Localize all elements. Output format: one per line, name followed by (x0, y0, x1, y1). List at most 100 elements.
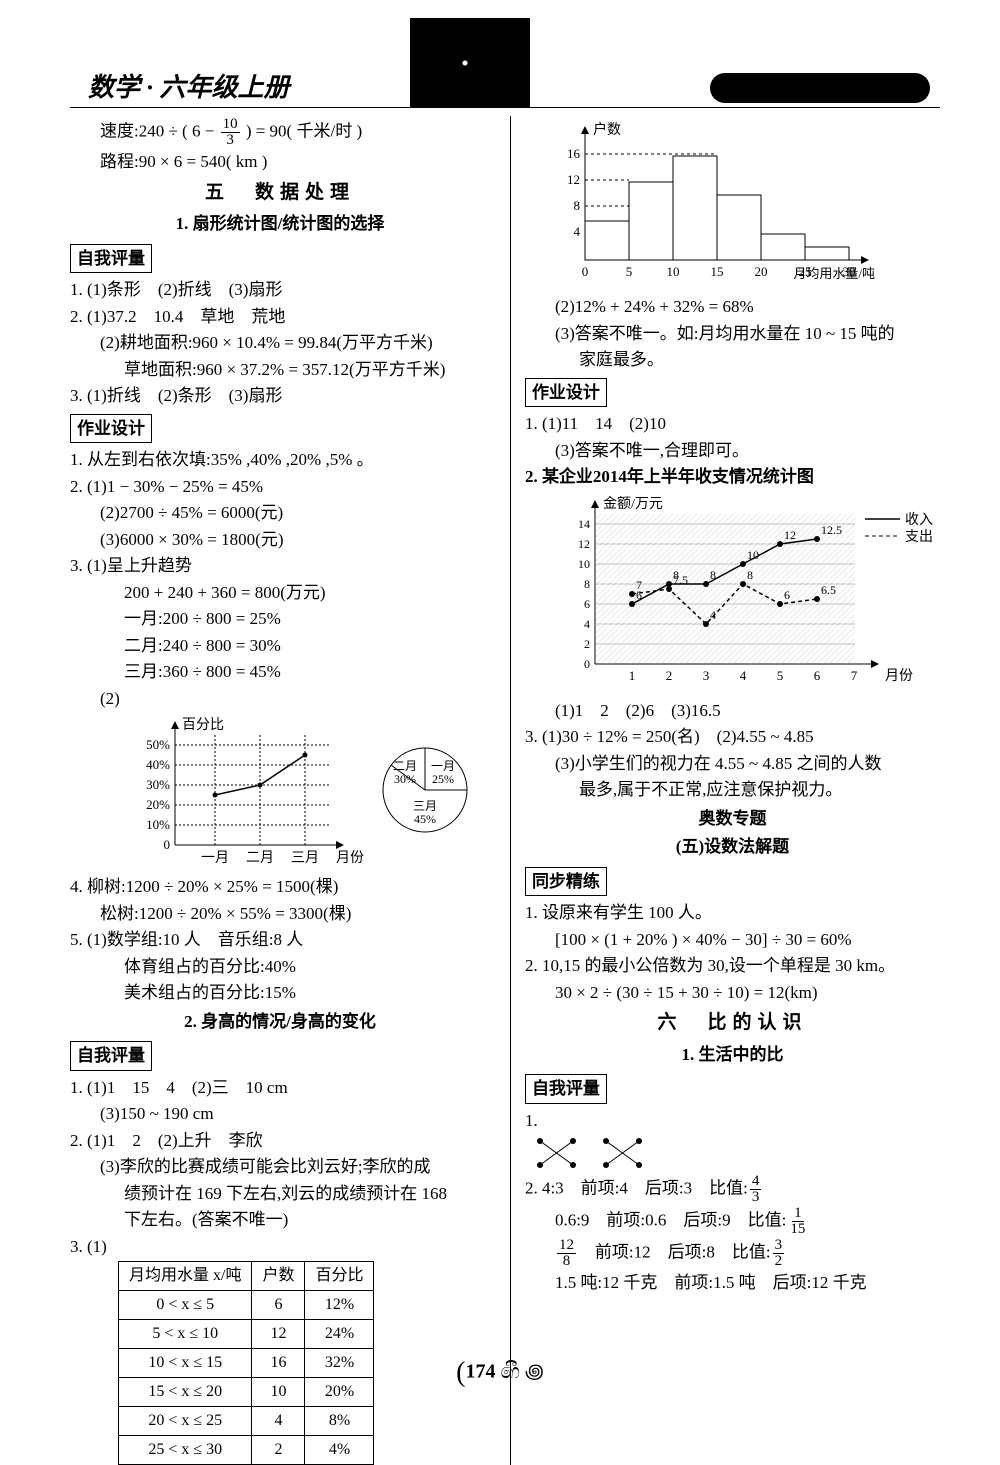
svg-text:0: 0 (164, 837, 171, 852)
answer-line: 1. (1)1 15 4 (2)三 10 cm (70, 1075, 490, 1101)
answer-line: 2. 10,15 的最小公倍数为 30,设一个单程是 30 km。 (525, 953, 940, 979)
answer-line: (2)2700 ÷ 45% = 6000(元) (70, 500, 490, 526)
text: 速度:240 ÷ ( 6 − (100, 121, 219, 140)
svg-text:6: 6 (584, 597, 590, 611)
answer-line: 家庭最多。 (525, 347, 940, 373)
box-label: 作业设计 (525, 378, 607, 408)
svg-text:5: 5 (777, 668, 784, 683)
answer-line: (3)6000 × 30% = 1800(元) (70, 527, 490, 553)
svg-text:20%: 20% (146, 797, 170, 812)
section-heading: 五 数据处理 (70, 179, 490, 208)
svg-text:5: 5 (626, 264, 633, 279)
svg-text:月均用水量/吨: 月均用水量/吨 (793, 266, 875, 281)
answer-line: 1. (1)11 14 (2)10 (525, 411, 940, 437)
svg-text:7: 7 (851, 668, 858, 683)
svg-text:10: 10 (578, 557, 590, 571)
fraction: 103 (221, 117, 240, 148)
answer-line: 2. (1)37.2 10.4 草地 荒地 (70, 304, 490, 330)
svg-text:户数: 户数 (593, 121, 621, 138)
svg-text:12: 12 (567, 172, 580, 187)
chart-line-income: 金额/万元 月份 02468101214 1234567 收入 (555, 494, 940, 694)
answer-line: (3)答案不唯一。如:月均用水量在 10 ~ 15 吨的 (525, 321, 940, 347)
box-label: 作业设计 (70, 414, 152, 444)
answer-line: 0.6:9 前项:0.6 后项:9 比值:115 (525, 1206, 940, 1237)
header-title: 数学 · 六年级上册 (88, 68, 290, 107)
answer-line: 3. (1) (70, 1234, 490, 1260)
svg-text:0: 0 (582, 264, 589, 279)
svg-text:30%: 30% (394, 772, 416, 786)
svg-text:4: 4 (740, 668, 747, 683)
subsection-heading: 2. 身高的情况/身高的变化 (70, 1009, 490, 1035)
answer-line: [100 × (1 + 20% ) × 40% − 30] ÷ 30 = 60% (525, 927, 940, 953)
subsection-heading: 1. 扇形统计图/统计图的选择 (70, 211, 490, 237)
answer-line: 三月:360 ÷ 800 = 45% (70, 659, 490, 685)
answer-line: 3. (1)呈上升趋势 (70, 553, 490, 579)
answer-line: 1. 设原来有学生 100 人。 (525, 900, 940, 926)
box-label: 同步精练 (525, 867, 607, 897)
svg-text:8: 8 (747, 568, 753, 582)
answer-line: 2. 某企业2014年上半年收支情况统计图 (525, 464, 940, 490)
svg-text:4: 4 (584, 617, 590, 631)
subsection-heading: (五)设数法解题 (525, 834, 940, 860)
svg-text:14: 14 (578, 517, 590, 531)
answer-line: 草地面积:960 × 37.2% = 357.12(万平方千米) (70, 357, 490, 383)
right-column: 户数 4 8 12 16 051015202530 (510, 116, 940, 1465)
svg-text:30%: 30% (146, 777, 170, 792)
svg-text:8: 8 (573, 198, 580, 213)
svg-text:12: 12 (784, 528, 796, 542)
page-number: 174 (0, 1352, 1000, 1394)
answer-line: 4. 柳树:1200 ÷ 20% × 25% = 1500(棵) (70, 874, 490, 900)
answer-line: 128 前项:12 后项:8 比值:32 (525, 1238, 940, 1269)
fraction: 43 (750, 1174, 762, 1205)
answer-line: 2. (1)1 − 30% − 25% = 45% (70, 474, 490, 500)
answer-line: 二月:240 ÷ 800 = 30% (70, 633, 490, 659)
svg-text:7: 7 (636, 578, 642, 592)
svg-text:3: 3 (703, 668, 710, 683)
svg-text:2: 2 (666, 668, 673, 683)
answer-line: 1. (525, 1108, 940, 1174)
svg-text:一月: 一月 (201, 850, 229, 866)
answer-line: 2. (1)1 2 (2)上升 李欣 (70, 1128, 490, 1154)
subsection-heading: 1. 生活中的比 (525, 1042, 940, 1068)
svg-text:月份: 月份 (336, 850, 364, 866)
svg-text:45%: 45% (414, 812, 436, 826)
svg-text:10%: 10% (146, 817, 170, 832)
svg-text:16: 16 (567, 146, 581, 161)
svg-text:收入: 收入 (905, 512, 933, 528)
fraction: 128 (557, 1238, 576, 1269)
svg-text:6.5: 6.5 (821, 583, 836, 597)
svg-text:10: 10 (747, 548, 759, 562)
svg-text:10: 10 (666, 264, 679, 279)
eq-speed: 速度:240 ÷ ( 6 − 103 ) = 90( 千米/时 ) (70, 117, 490, 148)
svg-text:二月: 二月 (246, 850, 274, 866)
answer-line: 一月:200 ÷ 800 = 25% (70, 606, 490, 632)
page-header: 数学 · 六年级上册 (70, 28, 940, 108)
eq-distance: 路程:90 × 6 = 540( km ) (70, 149, 490, 175)
svg-text:6: 6 (784, 588, 790, 602)
answer-line: (2)12% + 24% + 32% = 68% (525, 294, 940, 320)
svg-text:40%: 40% (146, 757, 170, 772)
answer-line: 最多,属于不正常,应注意保护视力。 (525, 777, 940, 803)
answer-line: 体育组占的百分比:40% (70, 954, 490, 980)
svg-text:20: 20 (754, 264, 767, 279)
svg-text:1: 1 (629, 668, 636, 683)
svg-text:月份: 月份 (885, 668, 913, 684)
left-column: 速度:240 ÷ ( 6 − 103 ) = 90( 千米/时 ) 路程:90 … (70, 116, 490, 1465)
answer-line: 美术组占的百分比:15% (70, 980, 490, 1006)
header-decoration (710, 73, 930, 103)
answer-line: (2)耕地面积:960 × 10.4% = 99.84(万平方千米) (70, 330, 490, 356)
subsection-heading: 奥数专题 (525, 806, 940, 832)
svg-text:6: 6 (814, 668, 821, 683)
answer-line: (3)小学生们的视力在 4.55 ~ 4.85 之间的人数 (525, 751, 940, 777)
svg-text:0: 0 (584, 657, 590, 671)
svg-text:8: 8 (584, 577, 590, 591)
svg-text:金额/万元: 金额/万元 (603, 496, 663, 512)
answer-line: 200 + 240 + 360 = 800(万元) (70, 580, 490, 606)
answer-line: 5. (1)数学组:10 人 音乐组:8 人 (70, 927, 490, 953)
box-label: 自我评量 (70, 244, 152, 274)
answer-line: (3)答案不唯一,合理即可。 (525, 438, 940, 464)
chart-percent-pie: 0 10% 20% 30% 40% 50% 百分比 一月 二月 三月 (140, 715, 490, 870)
answer-line: 下左右。(答案不唯一) (70, 1207, 490, 1233)
svg-text:三月: 三月 (413, 799, 437, 813)
answer-line: 1. 从左到右依次填:35% ,40% ,20% ,5% 。 (70, 447, 490, 473)
